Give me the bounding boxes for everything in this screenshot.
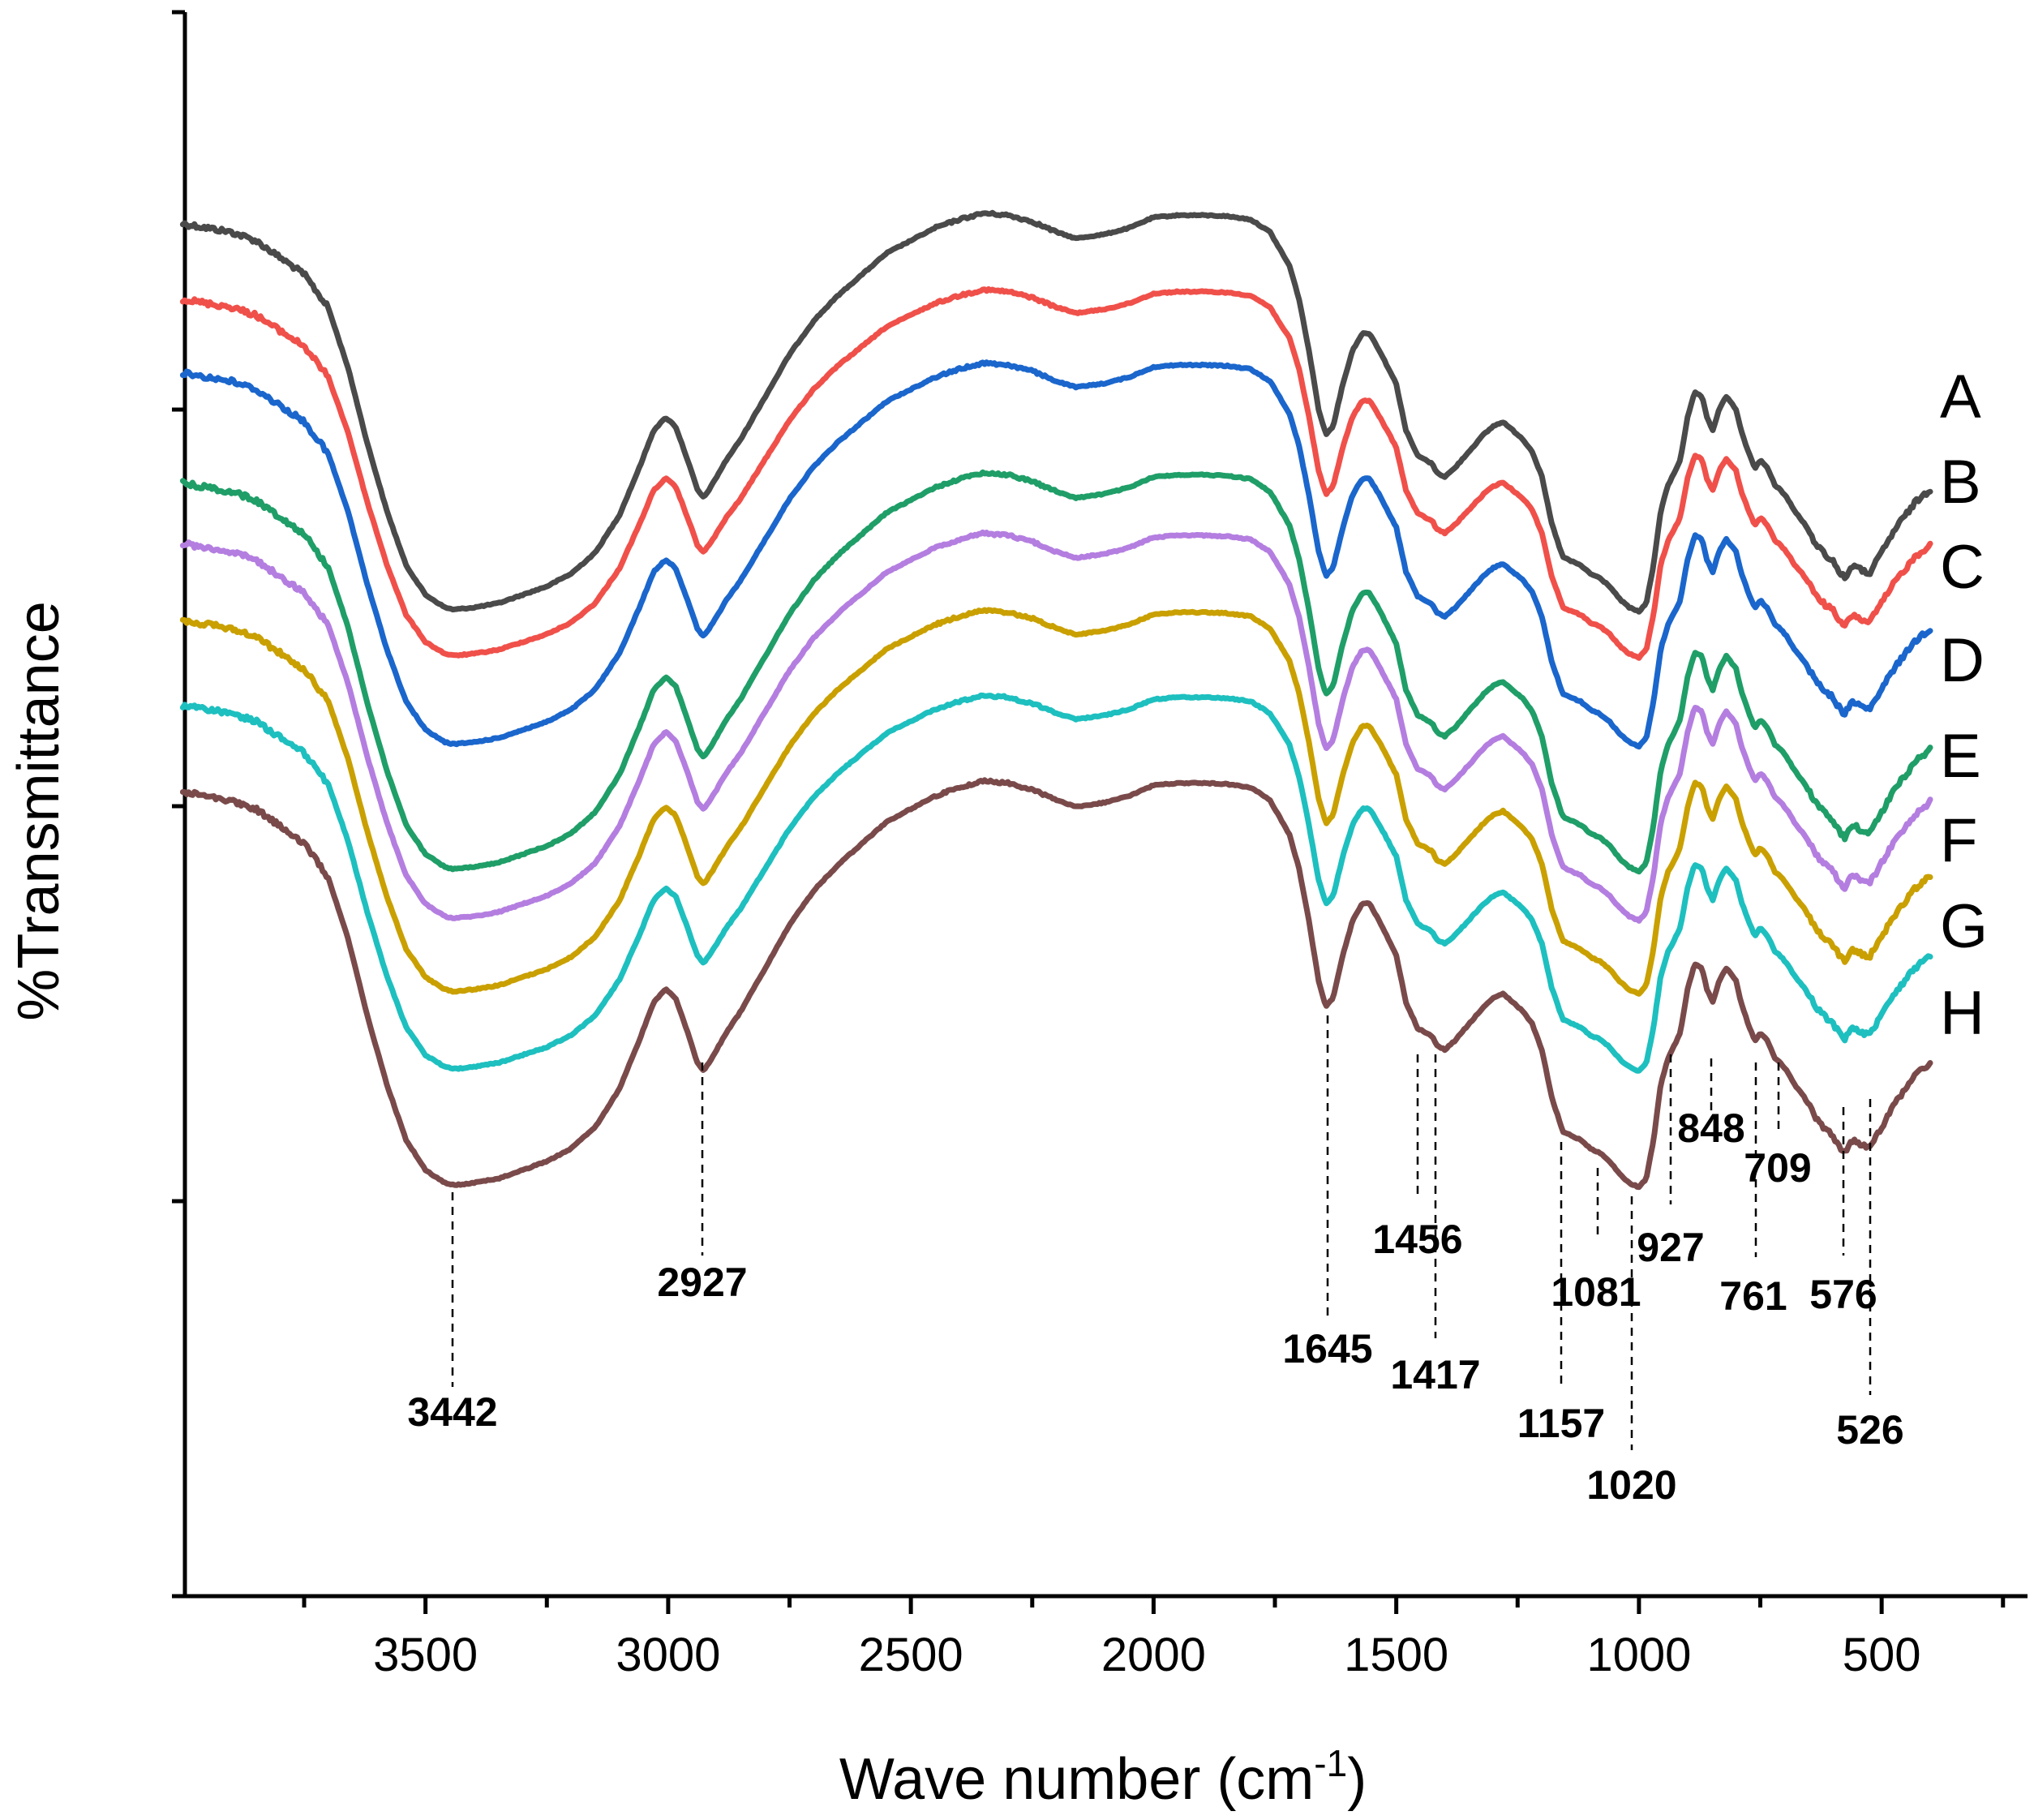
series-label-b: B xyxy=(1940,448,1981,517)
x-ticks: 3500 3000 2500 2000 1500 1000 500 xyxy=(302,1596,2006,1681)
x-axis-title-suffix: ) xyxy=(1347,1747,1367,1812)
series-line-c xyxy=(179,359,1933,750)
peak-label-1456: 1456 xyxy=(1372,1217,1462,1262)
series-label-d: D xyxy=(1940,626,1985,695)
series-line-f xyxy=(179,607,1933,997)
x-tick-label-500: 500 xyxy=(1843,1629,1921,1681)
series-line-d xyxy=(179,469,1933,875)
series-label-c: C xyxy=(1940,533,1985,602)
x-axis-title: Wave number (cm-1) xyxy=(839,1742,1367,1812)
x-tick-label-2500: 2500 xyxy=(859,1629,963,1681)
x-axis-title-superscript: -1 xyxy=(1314,1742,1347,1784)
peak-label-848: 848 xyxy=(1677,1105,1744,1151)
peak-label-2927: 2927 xyxy=(657,1260,747,1305)
series-label-f: F xyxy=(1940,806,1977,875)
series-line-b xyxy=(179,286,1933,661)
peak-label-1081: 1081 xyxy=(1551,1269,1641,1315)
peak-label-1417: 1417 xyxy=(1390,1352,1480,1397)
x-tick-label-3500: 3500 xyxy=(373,1629,478,1681)
x-axis-title-main: Wave number (cm xyxy=(839,1747,1314,1812)
series-line-g xyxy=(179,692,1933,1074)
series-label-g: G xyxy=(1940,892,1988,961)
series-group xyxy=(179,209,1933,1191)
x-tick-label-2000: 2000 xyxy=(1101,1629,1206,1681)
peak-label-1645: 1645 xyxy=(1282,1326,1372,1371)
peak-label-1157: 1157 xyxy=(1517,1401,1605,1446)
series-label-e: E xyxy=(1940,722,1981,791)
peak-label-3442: 3442 xyxy=(407,1389,497,1435)
peak-label-927: 927 xyxy=(1637,1225,1704,1270)
series-label-h: H xyxy=(1940,979,1985,1048)
series-line-e xyxy=(179,529,1933,924)
y-axis-title: %Transmittance xyxy=(6,601,71,1021)
series-line-h xyxy=(179,777,1933,1191)
series-label-a: A xyxy=(1940,363,1981,431)
x-tick-label-1000: 1000 xyxy=(1586,1629,1691,1681)
peak-label-576: 576 xyxy=(1809,1272,1877,1317)
peak-label-526: 526 xyxy=(1836,1407,1903,1453)
series-line-a xyxy=(179,209,1933,615)
x-tick-label-1500: 1500 xyxy=(1344,1629,1448,1681)
peak-label-1020: 1020 xyxy=(1586,1462,1676,1508)
x-tick-label-3000: 3000 xyxy=(616,1629,720,1681)
peak-label-761: 761 xyxy=(1719,1273,1787,1319)
peak-annotations: 3442 2927 1645 1456 1417 1157 1081 1020 927 848 76… xyxy=(407,1015,1904,1508)
peak-label-709: 709 xyxy=(1744,1145,1811,1191)
y-ticks xyxy=(172,10,185,1599)
